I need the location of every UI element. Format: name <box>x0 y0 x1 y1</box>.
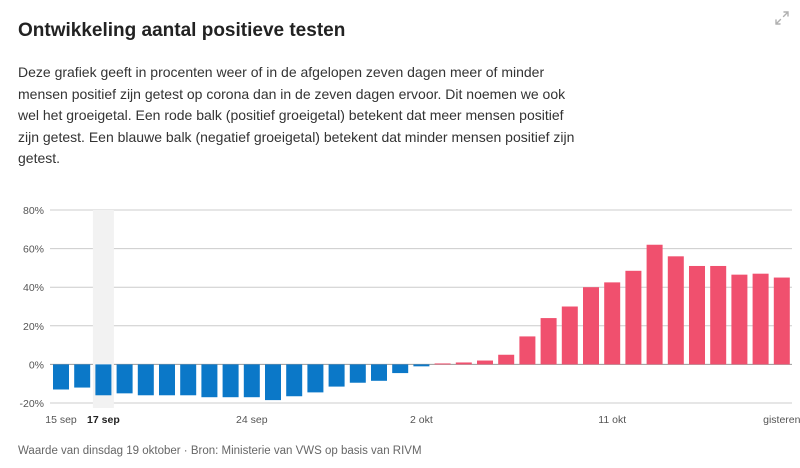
expand-icon[interactable] <box>774 10 790 26</box>
bar-17-okt[interactable] <box>731 274 748 365</box>
bar-19-sep[interactable] <box>137 364 154 396</box>
bar-gisteren[interactable] <box>773 277 790 365</box>
bar-18-sep[interactable] <box>116 364 133 394</box>
bar-7-okt[interactable] <box>519 336 536 365</box>
bar-22-sep[interactable] <box>201 364 218 398</box>
bar-12-okt[interactable] <box>625 270 642 365</box>
bar-29-sep[interactable] <box>349 364 366 383</box>
bar-6-okt[interactable] <box>498 354 515 365</box>
chart-description: Deze grafiek geeft in procenten weer of … <box>18 64 575 166</box>
x-tick-label: 24 sep <box>236 414 268 426</box>
bar-21-sep[interactable] <box>180 364 197 396</box>
y-tick-label: 40% <box>23 282 44 294</box>
bar-9-okt[interactable] <box>561 306 578 365</box>
x-tick-label: 2 okt <box>410 414 433 426</box>
source-note: Waarde van dinsdag 19 oktober · Bron: Mi… <box>18 445 422 457</box>
x-tick-label: 11 okt <box>598 414 626 426</box>
bar-4-okt[interactable] <box>455 362 472 365</box>
x-tick-label: gisteren <box>763 414 800 426</box>
bar-27-sep[interactable] <box>307 364 324 393</box>
bar-23-sep[interactable] <box>222 364 239 398</box>
x-tick-label: 15 sep <box>45 414 77 426</box>
bar-13-okt[interactable] <box>646 244 663 365</box>
bar-25-sep[interactable] <box>265 364 281 401</box>
bar-28-sep[interactable] <box>328 364 345 387</box>
bar-15-sep[interactable] <box>53 364 69 390</box>
bars <box>53 244 790 401</box>
bar-16-okt[interactable] <box>710 265 727 365</box>
bar-chart: -20% 0% 20% 40% 60% 80% 15 sep 17 sep 24 sep 2 o… <box>19 205 800 426</box>
bar-8-okt[interactable] <box>540 318 557 365</box>
y-tick-label: 20% <box>23 321 44 333</box>
y-tick-label: 80% <box>23 205 44 217</box>
bar-17-sep[interactable] <box>95 364 112 396</box>
bar-24-sep[interactable] <box>243 364 260 398</box>
bar-14-okt[interactable] <box>667 256 684 365</box>
x-axis-labels: 15 sep 17 sep 24 sep 2 okt 11 okt gisteren <box>45 414 800 426</box>
bar-26-sep[interactable] <box>286 364 303 397</box>
chart-title: Ontwikkeling aantal positieve testen <box>18 20 346 41</box>
bar-30-sep[interactable] <box>371 364 387 381</box>
bar-16-sep[interactable] <box>74 364 91 388</box>
bar-5-okt[interactable] <box>477 360 493 365</box>
bar-18-okt[interactable] <box>752 273 769 365</box>
bar-3-okt[interactable] <box>434 363 451 365</box>
bar-10-okt[interactable] <box>583 287 599 365</box>
y-tick-label: 60% <box>23 244 44 256</box>
y-tick-label: 0% <box>29 359 44 371</box>
bar-20-sep[interactable] <box>159 364 175 396</box>
bar-15-okt[interactable] <box>689 265 705 365</box>
y-tick-label: -20% <box>19 398 44 410</box>
bar-11-okt[interactable] <box>604 282 621 365</box>
y-axis-labels: -20% 0% 20% 40% 60% 80% <box>19 205 44 410</box>
highlight-band <box>92 210 114 408</box>
bar-1-okt[interactable] <box>392 364 409 374</box>
highlight-band-17-sep <box>92 210 114 408</box>
bar-2-okt[interactable] <box>413 364 430 367</box>
x-tick-label: 17 sep <box>87 414 120 426</box>
